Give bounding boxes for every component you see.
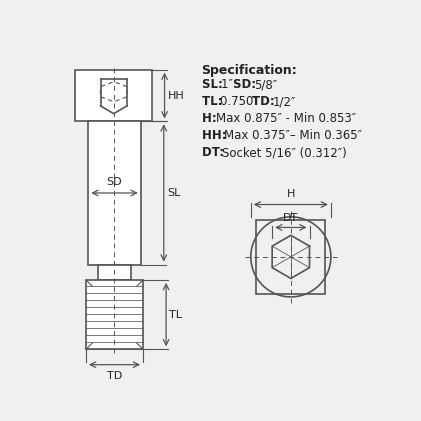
Text: HH: HH [168, 91, 184, 101]
Text: 1/2″: 1/2″ [273, 95, 296, 108]
Text: Specification:: Specification: [202, 64, 297, 77]
Text: 5/8″: 5/8″ [254, 78, 277, 91]
Text: SD:: SD: [233, 78, 260, 91]
Text: TL:: TL: [202, 95, 226, 108]
Bar [75, 70, 152, 121]
Bar [86, 280, 143, 349]
Text: 0.750″: 0.750″ [221, 95, 262, 108]
Text: H: H [287, 189, 295, 199]
Text: Max 0.875″ - Min 0.853″: Max 0.875″ - Min 0.853″ [216, 112, 356, 125]
Text: HH:: HH: [202, 129, 230, 142]
Text: H:: H: [202, 112, 220, 125]
Text: SD: SD [107, 177, 123, 187]
Text: DT:: DT: [202, 146, 228, 159]
Bar [88, 121, 141, 264]
Text: Socket 5/16″ (0.312″): Socket 5/16″ (0.312″) [222, 146, 346, 159]
Text: Max 0.375″– Min 0.365″: Max 0.375″– Min 0.365″ [224, 129, 362, 142]
Text: SL: SL [167, 188, 180, 198]
Text: TD: TD [107, 371, 122, 381]
Bar [98, 264, 131, 280]
Bar [256, 220, 325, 294]
Text: TD:: TD: [253, 95, 279, 108]
Text: SL:: SL: [202, 78, 226, 91]
Text: DT: DT [283, 213, 298, 223]
Text: 1″: 1″ [221, 78, 237, 91]
Text: TL: TL [169, 309, 182, 320]
